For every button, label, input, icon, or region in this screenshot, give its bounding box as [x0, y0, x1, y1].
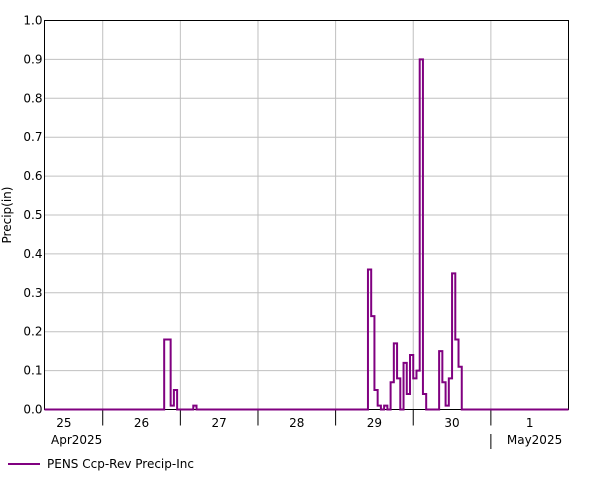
- y-tick-label: 1.0: [23, 14, 42, 28]
- y-tick-label: 0.6: [23, 169, 42, 183]
- y-tick-label: 0.0: [23, 403, 42, 417]
- y-tick-label: 0.4: [23, 247, 42, 261]
- y-tick-label: 0.2: [23, 325, 42, 339]
- y-tick-label: 0.8: [23, 91, 42, 105]
- grid-lines: [44, 20, 569, 410]
- x-day-label: 25: [56, 416, 71, 430]
- y-tick-label: 0.9: [23, 52, 42, 66]
- y-tick-label: 0.3: [23, 286, 42, 300]
- x-day-label: 30: [444, 416, 459, 430]
- x-day-label: 26: [134, 416, 149, 430]
- x-day-label: 27: [212, 416, 227, 430]
- series-layer: [44, 58, 569, 411]
- x-day-label: 1: [526, 416, 534, 430]
- month-label-april: Apr2025: [51, 433, 102, 447]
- axes: [44, 20, 569, 449]
- legend: PENS Ccp-Rev Precip-Inc: [8, 457, 194, 471]
- y-tick-label: 0.7: [23, 130, 42, 144]
- month-label-may: May2025: [507, 433, 562, 447]
- y-tick-label: 0.1: [23, 364, 42, 378]
- y-axis-label: Precip(in): [0, 187, 14, 244]
- labels: 0.0 0.1 0.2 0.3 0.4 0.5 0.6 0.7 0.8 0.9 1.0 25 26 27 2…: [0, 14, 562, 448]
- x-day-label: 28: [289, 416, 304, 430]
- y-tick-label: 0.5: [23, 208, 42, 222]
- legend-label: PENS Ccp-Rev Precip-Inc: [47, 457, 194, 471]
- x-day-label: 29: [367, 416, 382, 430]
- series-line-precip: [44, 58, 569, 411]
